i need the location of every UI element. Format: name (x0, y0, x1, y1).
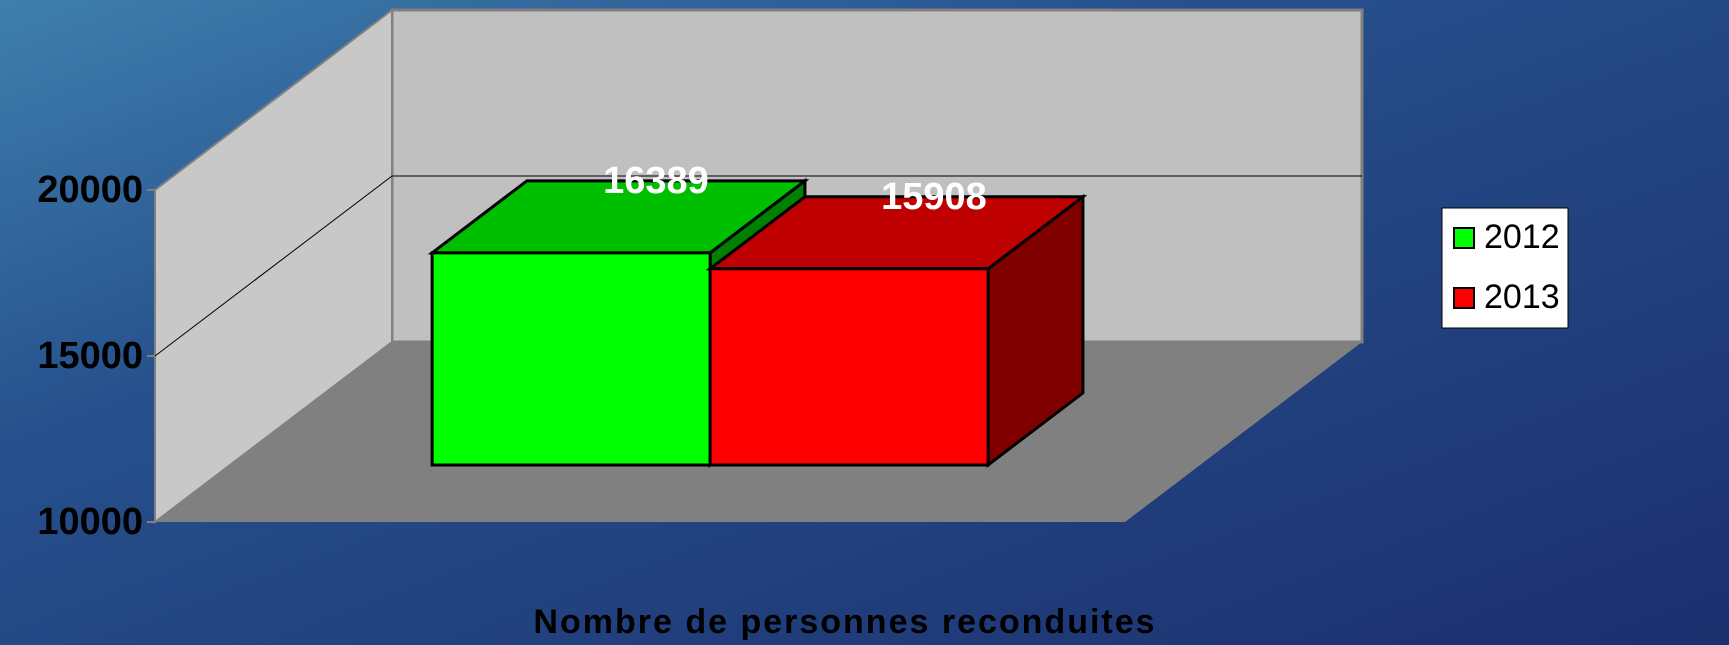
y-tick-label: 20000 (37, 169, 143, 211)
legend-label: 2013 (1484, 278, 1560, 316)
bar (432, 253, 710, 465)
legend: 2012 2013 (1442, 208, 1568, 328)
legend-label: 2012 (1484, 218, 1560, 256)
legend-swatch (1454, 288, 1474, 308)
y-tick-label: 15000 (37, 335, 143, 377)
bar (710, 269, 988, 465)
value-label: 15908 (881, 176, 987, 218)
legend-swatch (1454, 228, 1474, 248)
y-tick-label: 10000 (37, 501, 143, 543)
x-axis-label: Nombre de personnes reconduites (533, 603, 1156, 641)
page: {"chart_data": {"type": "bar3d", "catego… (0, 0, 1729, 645)
value-label: 16389 (603, 160, 709, 202)
chart: 10000 15000 20000 Nombre de personnes recon… (0, 0, 1729, 645)
